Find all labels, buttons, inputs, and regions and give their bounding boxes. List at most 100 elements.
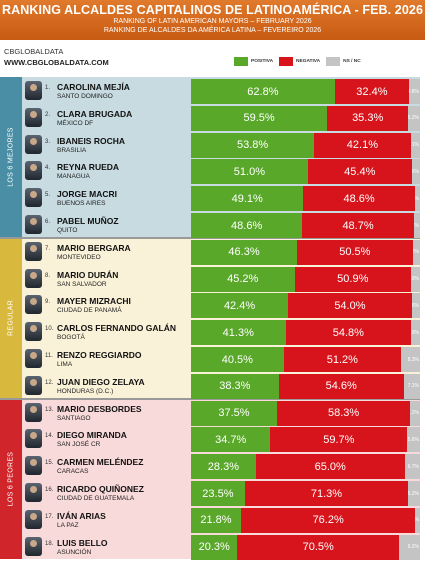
bar-negative: 50.9% — [294, 266, 412, 292]
bar-positive: 28.3% — [191, 454, 256, 480]
bar-negative: 58.3% — [276, 400, 411, 426]
bar-positive: 34.7% — [191, 427, 271, 453]
mayor-name: REYNA RUEDA — [57, 162, 120, 173]
bar-ns-nc-label: 5.6% — [407, 436, 419, 443]
mayor-avatar — [25, 188, 42, 208]
rank-number: 11. — [45, 353, 53, 359]
rank-number: 16. — [45, 487, 54, 493]
bar-positive-label: 59.5% — [243, 112, 275, 125]
bar-ns-nc: 6.7% — [404, 454, 420, 480]
bar-ns-nc: 4.8% — [409, 79, 420, 104]
bar-negative-label: 76.2% — [312, 514, 344, 527]
bar-negative: 48.7% — [302, 213, 414, 238]
stacked-bar: 38.3% 54.6% 7.1% — [191, 373, 420, 399]
legend-label-negative: NEGATIVA — [296, 58, 321, 64]
bar-negative: 42.1% — [314, 132, 411, 158]
mayor-avatar — [25, 456, 42, 476]
bar-positive: 49.1% — [191, 186, 304, 212]
ranking-row: 12. JUAN DIEGO ZELAYA HONDURAS (D.C.) 38.3%… — [0, 372, 420, 399]
stacked-bar: 28.3% 65.0% 6.7% — [191, 454, 420, 480]
bar-ns-nc-label: 3.6% — [411, 168, 419, 175]
rank-number: 2. — [45, 111, 51, 118]
bar-positive: 51.0% — [191, 159, 308, 185]
legend: POSITIVA NEGATIVA NS / NC — [234, 56, 367, 66]
city-name: CIUDAD DE GUATEMALA — [57, 495, 135, 502]
bar-positive: 21.8% — [191, 507, 241, 533]
legend-swatch-negative — [279, 56, 294, 66]
rank-number: 4. — [45, 165, 51, 172]
bar-positive: 59.5% — [191, 105, 328, 131]
bar-ns-nc-label: 3.2% — [412, 249, 419, 256]
bar-positive-label: 46.3% — [228, 246, 260, 259]
bar-negative-label: 35.3% — [352, 112, 384, 125]
bar-positive-label: 49.1% — [231, 192, 263, 205]
stacked-bar: 49.1% 48.6% 2.3% — [191, 186, 420, 212]
bar-ns-nc-label: 8.3% — [407, 356, 419, 363]
mayor-name: JUAN DIEGO ZELAYA — [57, 376, 145, 387]
mayor-avatar — [25, 349, 42, 368]
rank-number: 8. — [45, 272, 51, 279]
bar-ns-nc: 3.9% — [411, 320, 420, 346]
stacked-bar: 45.2% 50.9% 3.9% — [191, 266, 420, 292]
bar-positive: 38.3% — [191, 373, 279, 399]
stacked-bar: 23.5% 71.3% 5.2% — [191, 481, 420, 506]
bar-positive-label: 48.6% — [231, 219, 263, 232]
stacked-bar: 37.5% 58.3% 4.2% — [191, 400, 420, 426]
bar-negative: 71.3% — [244, 481, 409, 506]
mayor-name: JORGE MACRI — [57, 189, 117, 200]
bar-positive-label: 41.3% — [222, 326, 254, 339]
bar-ns-nc-label: 2.7% — [414, 222, 419, 229]
bar-positive-label: 51.0% — [233, 165, 265, 178]
city-name: BUENOS AIRES — [57, 200, 106, 208]
mayor-avatar — [25, 161, 42, 181]
mayor-avatar — [25, 81, 42, 100]
rank-number: 13. — [45, 406, 54, 413]
bar-ns-nc: 5.2% — [408, 481, 420, 506]
rank-number: 15. — [45, 460, 54, 467]
mayor-avatar — [25, 536, 42, 556]
mayor-name: IBANEIS ROCHA — [57, 135, 126, 146]
mayor-avatar — [25, 107, 42, 127]
bar-negative: 32.4% — [334, 79, 409, 104]
bar-positive-label: 62.8% — [247, 85, 279, 98]
bar-positive-label: 38.3% — [219, 380, 251, 393]
bar-negative-label: 59.7% — [323, 433, 355, 446]
header-banner: RANKING ALCALDES CAPITALINOS DE LATINOAM… — [0, 0, 425, 40]
bar-negative: 54.0% — [288, 293, 412, 319]
bar-ns-nc: 3.9% — [411, 266, 420, 292]
subtitle-english: RANKING OF LATIN AMERICAN MAYORS – FEBRU… — [113, 18, 312, 25]
rank-number: 9. — [45, 299, 51, 306]
bar-negative: 45.4% — [307, 159, 412, 185]
mayor-avatar — [25, 509, 42, 529]
ranking-row: 2. CLARA BRUGADA MÉXICO DF 59.5% 35.3% 5.2% — [0, 104, 420, 131]
city-name: LA PAZ — [57, 521, 79, 529]
bar-positive-label: 37.5% — [218, 407, 250, 420]
bar-negative: 65.0% — [255, 454, 405, 480]
stacked-bar: 40.5% 51.2% 8.3% — [191, 347, 420, 372]
bar-positive: 40.5% — [191, 347, 284, 372]
ranking-row: 18. LUIS BELLO ASUNCIÓN 20.3% 70.5% 9.2% — [0, 533, 420, 560]
bar-positive: 53.8% — [191, 132, 315, 158]
bar-negative: 50.5% — [297, 239, 413, 265]
brand-name: CBGLOBALDATA — [4, 47, 64, 56]
mayor-name: MARIO BERGARA — [57, 242, 131, 253]
legend-label-positive: POSITIVA — [251, 58, 274, 64]
city-name: SAN SALVADOR — [57, 280, 107, 288]
bar-positive: 45.2% — [191, 266, 295, 292]
mayor-avatar — [25, 241, 42, 261]
city-name: BOGOTÁ — [57, 334, 85, 342]
legend-swatch-positive — [234, 56, 248, 66]
bar-ns-nc-label: 2.3% — [414, 195, 419, 202]
bar-ns-nc-label: 3.9% — [411, 329, 419, 336]
chart-title: RANKING ALCALDES CAPITALINOS DE LATINOAM… — [2, 3, 423, 17]
mayor-avatar — [25, 483, 42, 502]
mayor-name: RICARDO QUIÑONEZ — [57, 484, 144, 494]
city-name: BRASILIA — [57, 146, 87, 154]
stacked-bar: 48.6% 48.7% 2.7% — [191, 213, 420, 238]
